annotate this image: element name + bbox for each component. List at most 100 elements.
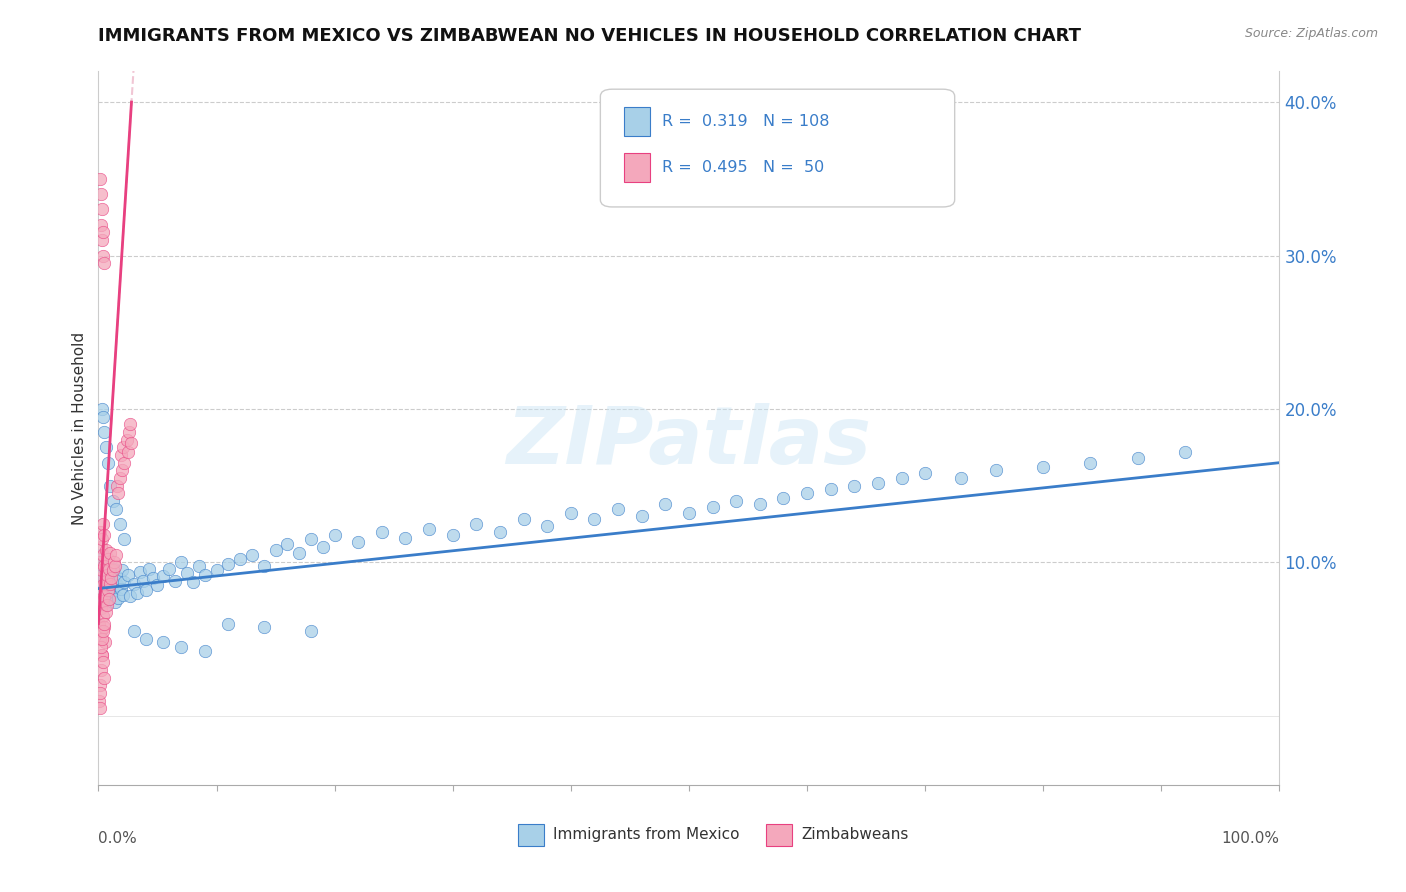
Point	[89, 678, 111, 692]
Point	[194, 567, 217, 582]
Point	[138, 561, 160, 575]
Point	[1032, 460, 1054, 475]
Point	[89, 171, 111, 186]
Point	[97, 552, 120, 566]
Point	[101, 563, 124, 577]
Point	[91, 401, 114, 416]
Point	[90, 624, 112, 639]
Point	[128, 565, 150, 579]
Point	[89, 686, 111, 700]
Point	[117, 445, 139, 459]
Point	[217, 557, 239, 571]
Point	[93, 571, 115, 585]
Point	[100, 571, 122, 585]
Point	[97, 583, 120, 598]
Point	[93, 594, 115, 608]
Point	[91, 202, 114, 217]
Point	[108, 572, 131, 586]
Point	[142, 571, 165, 585]
Point	[94, 635, 117, 649]
Point	[90, 218, 112, 232]
Point	[418, 522, 440, 536]
Point	[91, 548, 114, 562]
Point	[98, 588, 121, 602]
Point	[112, 588, 135, 602]
Point	[91, 648, 114, 662]
Point	[132, 574, 155, 588]
Point	[217, 616, 239, 631]
Point	[90, 574, 112, 588]
Point	[253, 558, 276, 573]
Point	[91, 233, 114, 247]
Point	[678, 506, 700, 520]
Point	[94, 574, 117, 588]
Point	[253, 620, 276, 634]
FancyBboxPatch shape	[624, 153, 650, 182]
Point	[1174, 445, 1197, 459]
Point	[105, 501, 128, 516]
Point	[96, 586, 118, 600]
Point	[90, 548, 112, 562]
FancyBboxPatch shape	[517, 824, 544, 846]
Point	[90, 640, 112, 654]
Point	[96, 599, 118, 613]
Point	[98, 592, 121, 607]
Point	[120, 589, 142, 603]
Point	[984, 463, 1007, 477]
Y-axis label: No Vehicles in Household: No Vehicles in Household	[72, 332, 87, 524]
Point	[725, 494, 748, 508]
Point	[112, 441, 135, 455]
Point	[91, 583, 114, 598]
Point	[170, 640, 193, 654]
Point	[104, 595, 127, 609]
Point	[117, 567, 139, 582]
Point	[118, 425, 141, 439]
Point	[91, 624, 114, 639]
Point	[90, 663, 112, 677]
Point	[748, 497, 770, 511]
Point	[560, 506, 582, 520]
Point	[105, 578, 128, 592]
Point	[108, 471, 131, 485]
Point	[654, 497, 676, 511]
Point	[122, 577, 145, 591]
Point	[93, 589, 115, 603]
Point	[94, 543, 117, 558]
Text: R =  0.319   N = 108: R = 0.319 N = 108	[662, 114, 830, 128]
Point	[121, 435, 143, 450]
Point	[146, 578, 169, 592]
Point	[91, 648, 114, 662]
Point	[91, 655, 114, 669]
Point	[89, 563, 111, 577]
Point	[93, 671, 115, 685]
Point	[91, 248, 114, 262]
Point	[512, 512, 534, 526]
Point	[796, 486, 818, 500]
Point	[98, 561, 121, 575]
Point	[347, 535, 370, 549]
Text: 0.0%: 0.0%	[98, 831, 138, 847]
Point	[371, 524, 394, 539]
Point	[110, 582, 132, 596]
Point	[93, 558, 115, 573]
Point	[91, 563, 114, 577]
Point	[91, 578, 114, 592]
Point	[194, 644, 217, 658]
Point	[176, 566, 198, 581]
Point	[844, 479, 866, 493]
Point	[157, 561, 180, 575]
Point	[465, 517, 488, 532]
Point	[772, 491, 794, 505]
Point	[91, 632, 114, 647]
Point	[122, 624, 145, 639]
Text: ZIPatlas: ZIPatlas	[506, 403, 872, 482]
Point	[104, 558, 127, 573]
Point	[87, 693, 110, 707]
Point	[89, 556, 111, 570]
Point	[105, 569, 128, 583]
Text: 100.0%: 100.0%	[1222, 831, 1279, 847]
Point	[111, 563, 134, 577]
Point	[135, 632, 157, 647]
Point	[288, 546, 311, 560]
Point	[120, 417, 142, 432]
